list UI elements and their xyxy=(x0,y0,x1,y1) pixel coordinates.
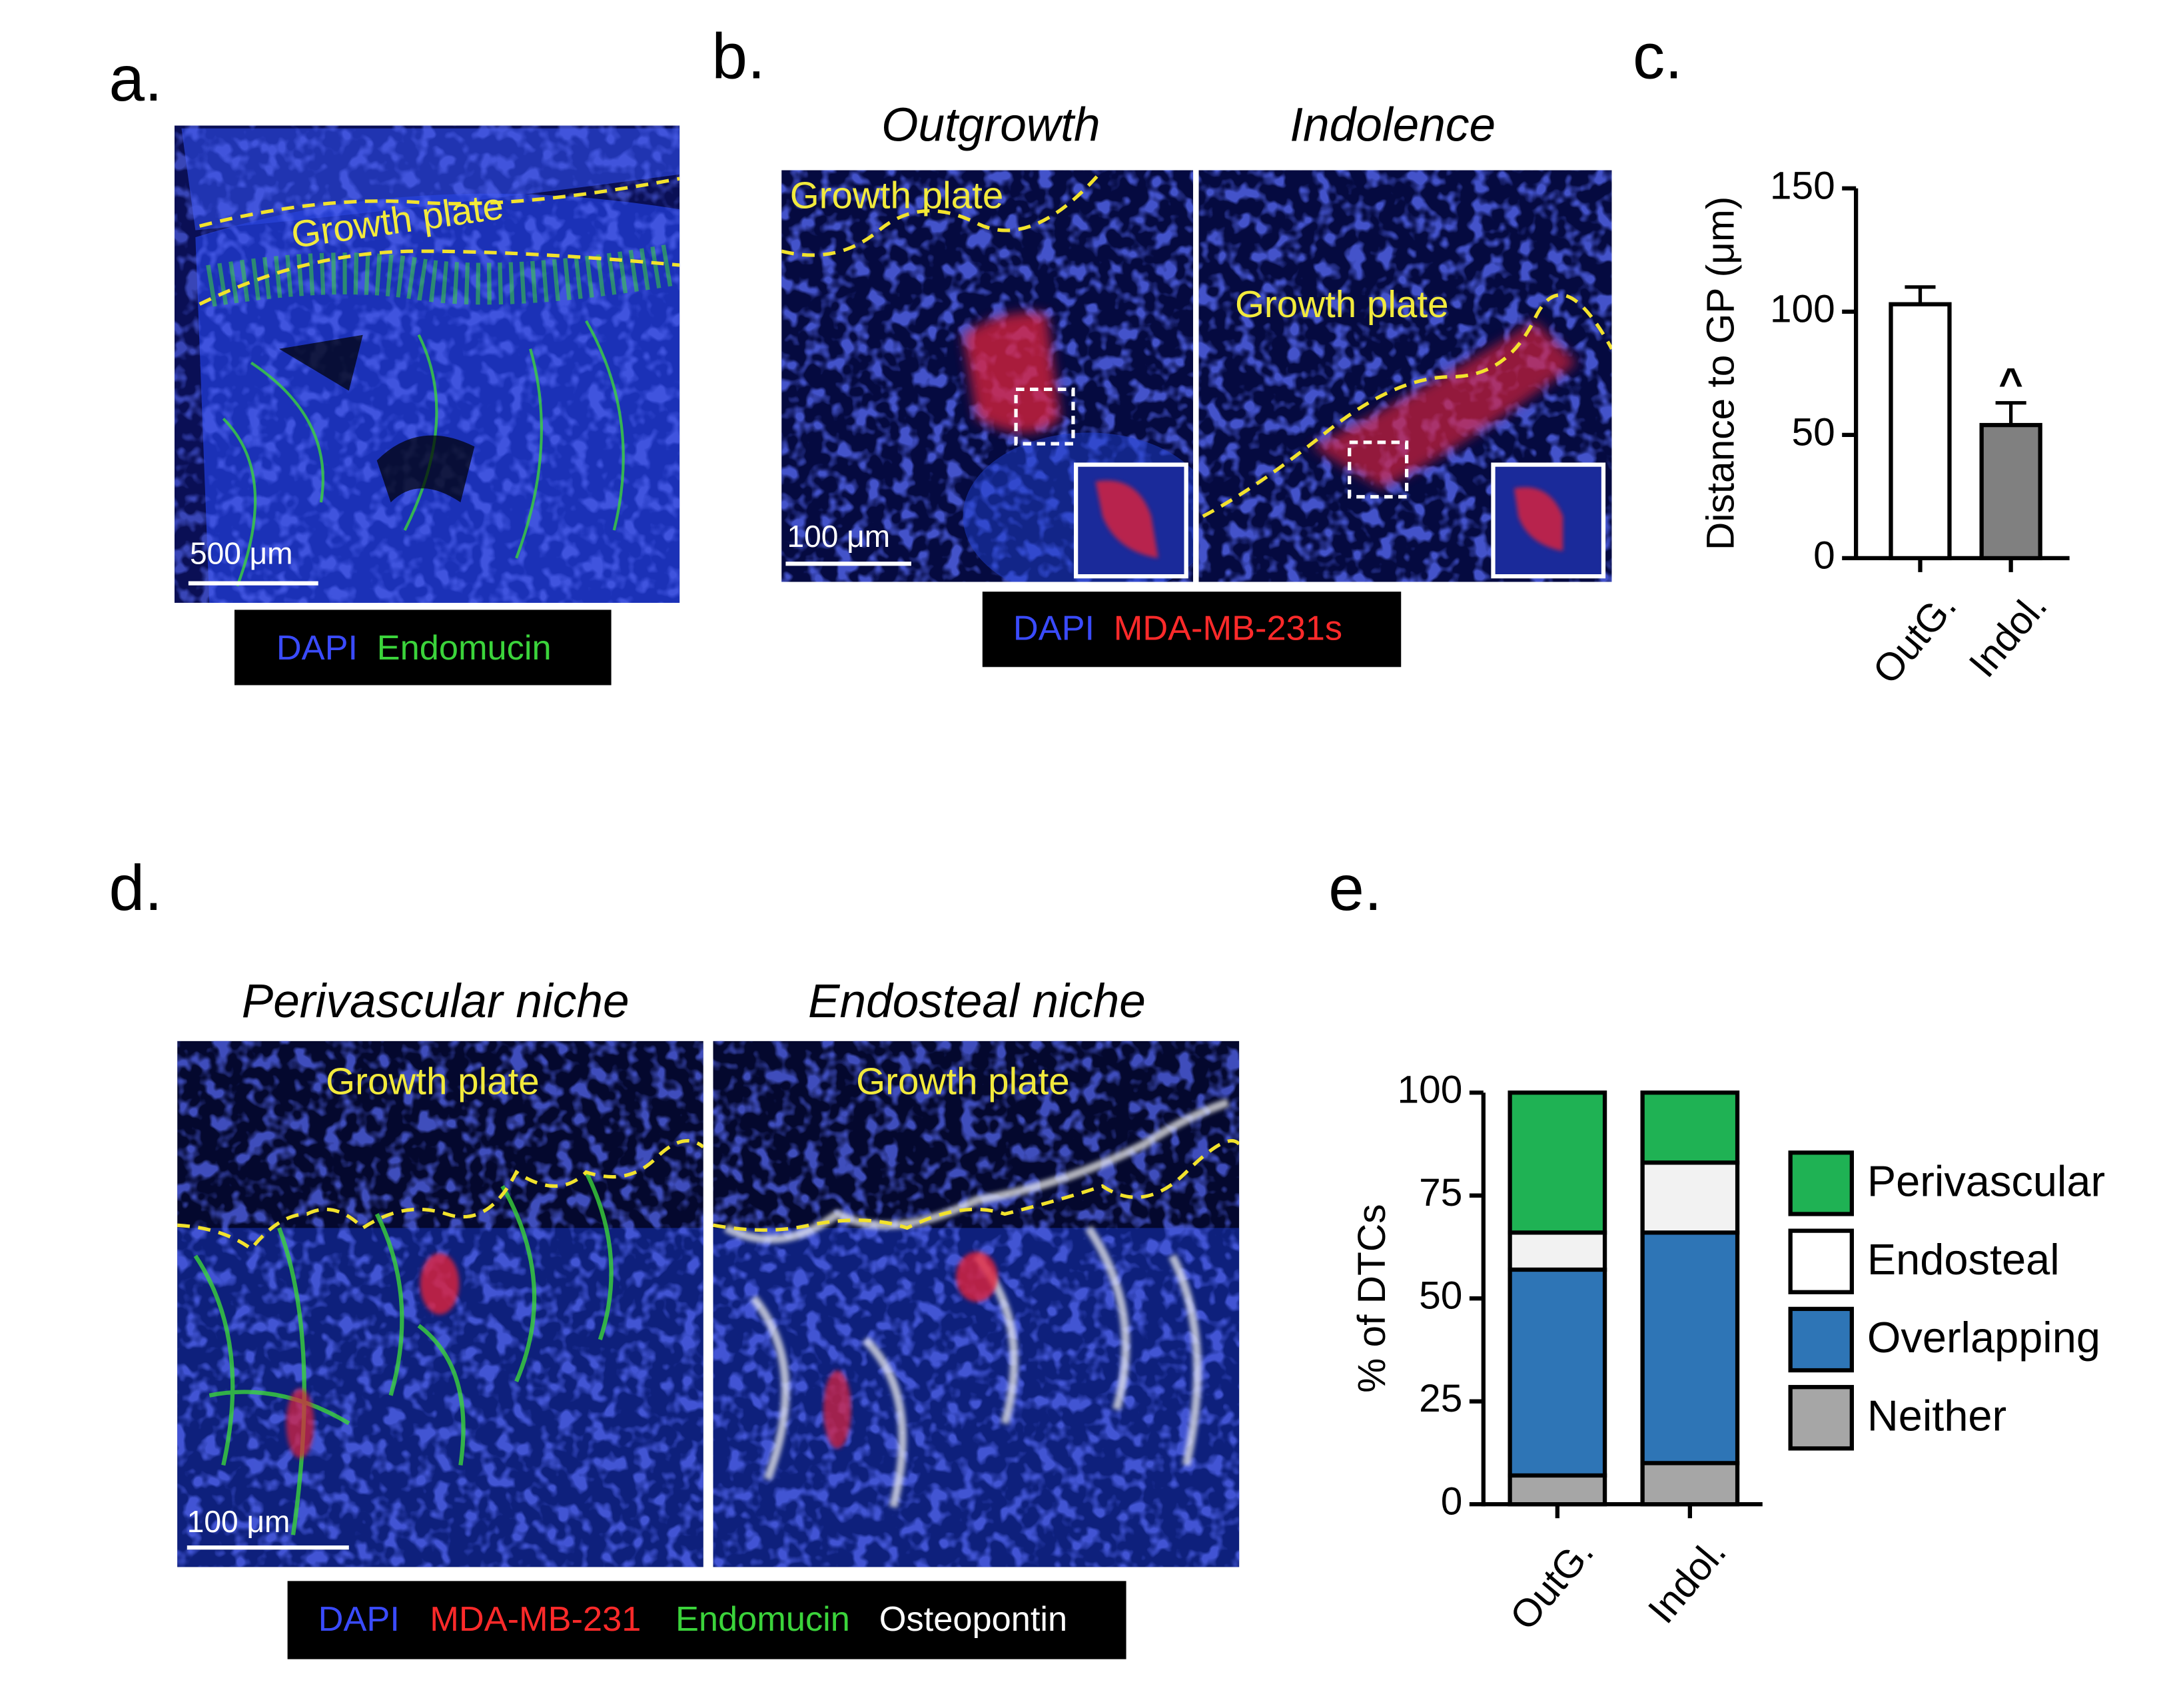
x-tick-label: OutG. xyxy=(1502,1531,1601,1639)
bar-segment xyxy=(1640,1461,1740,1507)
legend-swatch xyxy=(1788,1385,1854,1451)
y-tick-label: 50 xyxy=(1419,1274,1462,1318)
stain-label: DAPI xyxy=(1013,610,1094,648)
bar-segment xyxy=(1640,1230,1740,1466)
bar-segment xyxy=(1508,1230,1607,1272)
y-tick-label: 25 xyxy=(1419,1377,1462,1420)
stain-legend xyxy=(287,1581,1126,1659)
legend-swatch xyxy=(1788,1306,1854,1373)
legend-swatch xyxy=(1788,1228,1854,1294)
panel-label: c. xyxy=(1633,21,1683,93)
bar xyxy=(1979,422,2042,561)
stain-legend xyxy=(982,592,1402,667)
scale-bar-label: 500 μm xyxy=(190,536,293,570)
y-tick-label: 100 xyxy=(1398,1068,1463,1112)
x-tick-label: Indol. xyxy=(1961,584,2056,685)
stain-label: DAPI xyxy=(318,1600,400,1639)
image-title: Indolence xyxy=(1290,99,1496,152)
bar-segment xyxy=(1640,1090,1740,1165)
y-tick-label: 75 xyxy=(1419,1171,1462,1214)
growth-plate-label: Growth plate xyxy=(856,1061,1070,1102)
x-tick-label: Indol. xyxy=(1640,1531,1735,1632)
legend-label: Endosteal xyxy=(1867,1235,2060,1284)
y-tick-label: 150 xyxy=(1770,164,1835,207)
stain-legend xyxy=(234,610,612,685)
growth-plate-label: Growth plate xyxy=(326,1061,540,1102)
x-tick-label: OutG. xyxy=(1865,584,1964,692)
stain-label: MDA-MB-231 xyxy=(430,1600,641,1639)
legend-label: Perivascular xyxy=(1867,1157,2105,1206)
bar-segment xyxy=(1508,1473,1607,1507)
panel-label: e. xyxy=(1328,853,1382,924)
bar-segment xyxy=(1508,1090,1607,1235)
image-title: Perivascular niche xyxy=(242,975,630,1028)
micrograph xyxy=(781,170,1194,582)
bar-segment xyxy=(1508,1267,1607,1478)
micrograph xyxy=(1198,170,1612,582)
y-tick-label: 50 xyxy=(1791,410,1835,454)
panel-label: d. xyxy=(109,853,162,924)
growth-plate-label: Growth plate xyxy=(790,174,1004,216)
growth-plate-label: Growth plate xyxy=(1235,283,1449,325)
legend-swatch xyxy=(1788,1150,1854,1216)
stain-label: DAPI xyxy=(276,629,358,667)
stain-label: Endomucin xyxy=(377,629,552,667)
y-tick-label: 100 xyxy=(1770,287,1835,330)
image-title: Endosteal niche xyxy=(808,975,1146,1028)
bar xyxy=(1889,302,1952,561)
scale-bar-label: 100 μm xyxy=(187,1504,290,1539)
legend-label: Overlapping xyxy=(1867,1313,2100,1362)
y-tick-label: 0 xyxy=(1813,534,1835,577)
stain-label: Endomucin xyxy=(675,1600,850,1639)
micrograph xyxy=(174,125,680,603)
y-axis-label: Distance to GP (μm) xyxy=(1699,197,1743,550)
y-tick-label: 0 xyxy=(1441,1480,1463,1523)
micrograph xyxy=(177,1041,703,1567)
panel-label: b. xyxy=(711,21,765,93)
stain-label: Osteopontin xyxy=(879,1600,1067,1639)
annotation: ^ xyxy=(1998,360,2023,406)
micrograph xyxy=(713,1041,1240,1567)
stain-label: MDA-MB-231s xyxy=(1114,610,1342,648)
bar-segment xyxy=(1640,1160,1740,1235)
y-axis-label: % of DTCs xyxy=(1350,1204,1394,1392)
panel-label: a. xyxy=(109,43,162,115)
legend-label: Neither xyxy=(1867,1392,2006,1440)
scale-bar-label: 100 μm xyxy=(787,519,891,554)
image-title: Outgrowth xyxy=(881,99,1100,152)
